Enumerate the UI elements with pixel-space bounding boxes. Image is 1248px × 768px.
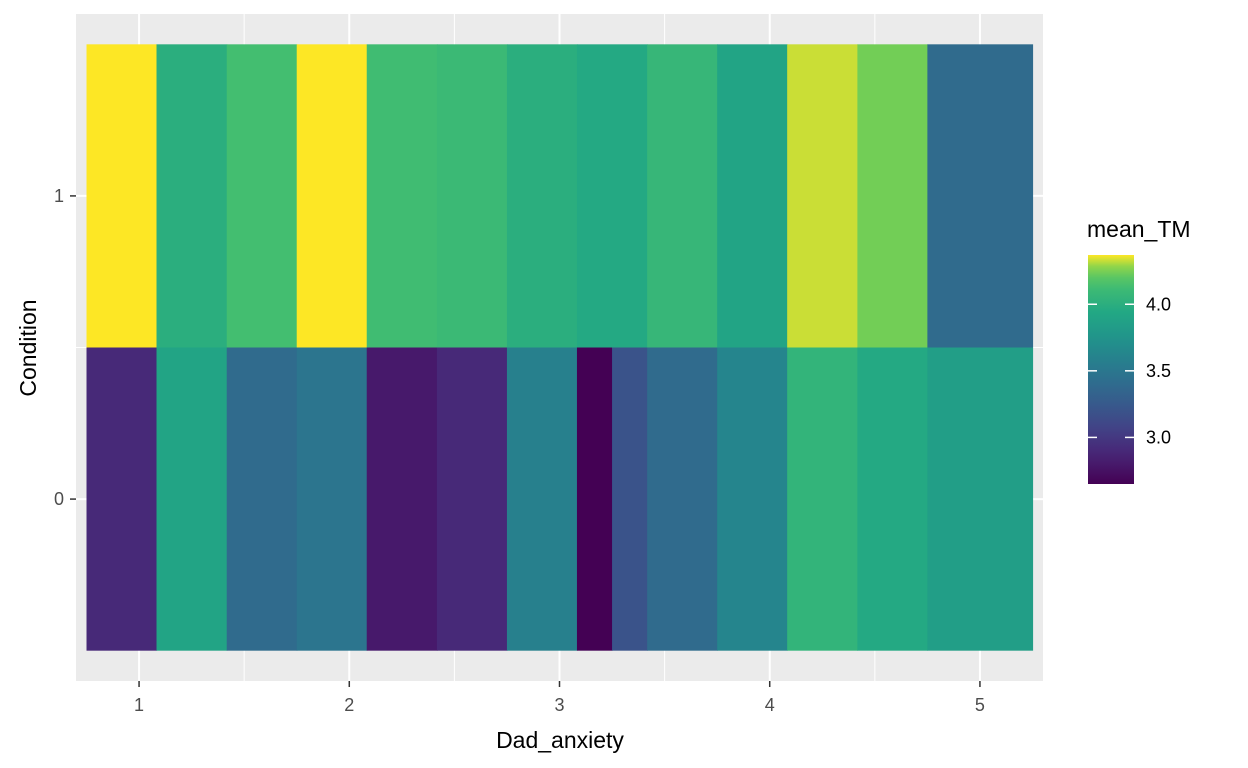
x-tick-label: 4 [765,695,775,715]
x-tick-label: 3 [554,695,564,715]
legend-label: 3.0 [1146,427,1171,447]
heatmap-tile [612,347,648,651]
heatmap-tile [506,44,578,348]
heatmap-tile [857,347,928,651]
heatmap-tile [647,44,718,348]
heatmap-tile [436,347,508,651]
heatmap-tile [226,347,298,651]
heatmap-tiles [86,44,1034,651]
x-tick-label: 5 [975,695,985,715]
heatmap-tile [576,44,648,348]
heatmap-tile [787,347,858,651]
heatmap-tile [717,347,788,651]
heatmap-tile [436,44,508,348]
heatmap-tile [927,347,1034,651]
axes: 1 2 3 4 5 0 1 [54,186,985,715]
heatmap-tile [927,44,1034,348]
legend-colorbar [1088,255,1134,484]
heatmap-tile [506,347,578,651]
heatmap-tile [86,44,158,348]
y-tick-label: 0 [54,489,64,509]
heatmap-tile [717,44,788,348]
heatmap-tile [156,347,228,651]
heatmap-tile [86,347,158,651]
x-tick-label: 2 [344,695,354,715]
heatmap-tile [366,347,438,651]
heatmap-tile [787,44,858,348]
heatmap-tile [296,44,368,348]
legend-title: mean_TM [1087,216,1191,242]
y-tick-label: 1 [54,186,64,206]
heatmap-tile [857,44,928,348]
heatmap-tile [647,347,718,651]
y-axis-title: Condition [15,299,41,396]
x-tick-label: 1 [134,695,144,715]
heatmap-tile [366,44,438,348]
heatmap-tile [226,44,298,348]
heatmap-tile [156,44,228,348]
heatmap-tile [576,347,613,651]
legend-label: 4.0 [1146,294,1171,314]
x-axis-title: Dad_anxiety [496,727,624,753]
legend: mean_TM 4.0 3.5 3.0 [1087,216,1191,484]
legend-label: 3.5 [1146,361,1171,381]
heatmap-tile [296,347,368,651]
